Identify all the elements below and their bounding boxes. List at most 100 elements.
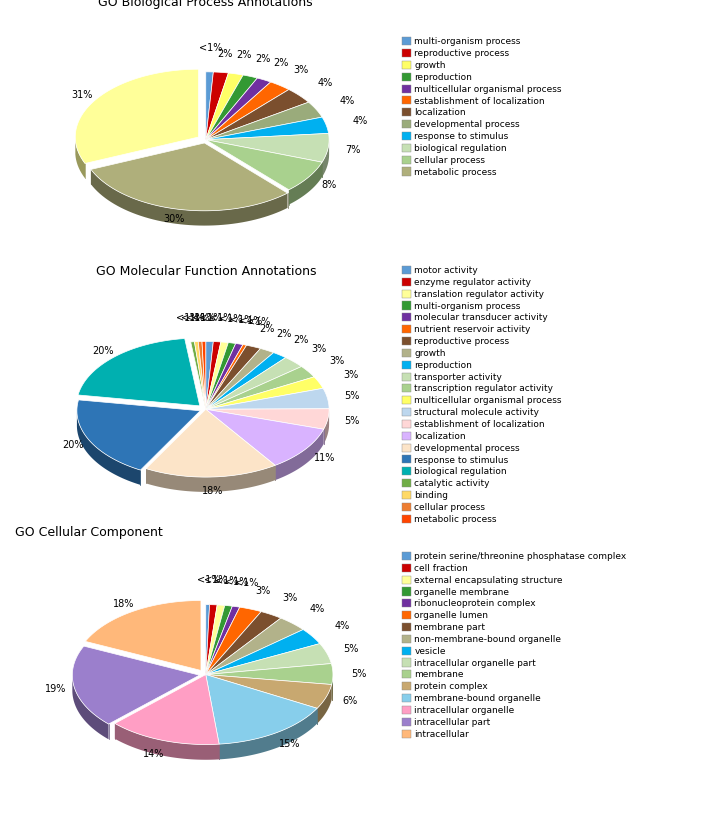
Title: GO Molecular Function Annotations: GO Molecular Function Annotations — [95, 266, 316, 278]
Text: 5%: 5% — [344, 391, 360, 401]
Text: <1%: <1% — [176, 313, 199, 324]
Polygon shape — [206, 345, 247, 409]
Text: 5%: 5% — [351, 669, 366, 679]
Polygon shape — [323, 409, 329, 444]
Text: <1%: <1% — [181, 313, 205, 323]
Polygon shape — [75, 140, 85, 178]
Text: 4%: 4% — [352, 116, 367, 126]
Polygon shape — [85, 600, 201, 671]
Text: <1%: <1% — [225, 577, 248, 587]
Polygon shape — [331, 675, 333, 700]
Polygon shape — [206, 342, 221, 409]
Text: 2%: 2% — [277, 329, 292, 339]
Polygon shape — [206, 607, 261, 675]
Polygon shape — [206, 663, 333, 685]
Text: <1%: <1% — [209, 313, 232, 323]
Polygon shape — [199, 342, 206, 409]
Text: <1%: <1% — [196, 575, 220, 585]
Text: 3%: 3% — [311, 344, 326, 354]
Polygon shape — [206, 102, 322, 140]
Polygon shape — [206, 630, 320, 675]
Polygon shape — [72, 646, 199, 724]
Text: 11%: 11% — [314, 453, 336, 462]
Polygon shape — [146, 466, 275, 492]
Text: 2%: 2% — [259, 324, 274, 334]
Text: <1%: <1% — [199, 43, 222, 53]
Text: 2%: 2% — [237, 51, 252, 60]
Polygon shape — [206, 605, 217, 675]
Text: 3%: 3% — [256, 586, 271, 596]
Text: GO Cellular Component: GO Cellular Component — [15, 526, 162, 539]
Polygon shape — [206, 78, 271, 140]
Polygon shape — [91, 143, 287, 211]
Text: <1%: <1% — [240, 316, 263, 326]
Polygon shape — [206, 367, 314, 409]
Text: 14%: 14% — [144, 748, 165, 758]
Title: GO Biological Process Annotations: GO Biological Process Annotations — [98, 0, 313, 8]
Polygon shape — [146, 409, 275, 477]
Polygon shape — [206, 342, 228, 409]
Polygon shape — [206, 388, 329, 409]
Polygon shape — [289, 163, 322, 204]
Text: 31%: 31% — [71, 90, 93, 100]
Polygon shape — [77, 400, 200, 470]
Text: 19%: 19% — [45, 684, 66, 694]
Polygon shape — [115, 675, 219, 744]
Text: 3%: 3% — [343, 370, 358, 380]
Text: 4%: 4% — [309, 604, 325, 614]
Polygon shape — [317, 685, 331, 724]
Polygon shape — [206, 675, 317, 744]
Text: 20%: 20% — [62, 440, 84, 450]
Polygon shape — [206, 73, 243, 140]
Text: <1%: <1% — [199, 313, 222, 323]
Polygon shape — [206, 90, 308, 140]
Polygon shape — [206, 353, 286, 409]
Text: 7%: 7% — [345, 145, 360, 154]
Polygon shape — [275, 429, 323, 480]
Text: 5%: 5% — [344, 644, 359, 654]
Polygon shape — [322, 140, 329, 177]
Polygon shape — [202, 342, 206, 409]
Text: <1%: <1% — [191, 313, 215, 323]
Polygon shape — [206, 644, 331, 675]
Text: 18%: 18% — [202, 485, 223, 496]
Text: 4%: 4% — [334, 621, 349, 631]
Text: <1%: <1% — [186, 313, 210, 323]
Polygon shape — [206, 82, 289, 140]
Polygon shape — [206, 72, 228, 140]
Polygon shape — [206, 612, 281, 675]
Polygon shape — [206, 408, 329, 429]
Text: <1%: <1% — [204, 575, 227, 585]
Polygon shape — [206, 342, 213, 409]
Legend: motor activity, enzyme regulator activity, translation regulator activity, multi: motor activity, enzyme regulator activit… — [401, 266, 562, 524]
Text: 3%: 3% — [282, 593, 297, 603]
Polygon shape — [206, 358, 302, 409]
Text: 2%: 2% — [255, 54, 271, 64]
Text: <1%: <1% — [247, 318, 270, 328]
Text: 5%: 5% — [344, 416, 360, 426]
Text: <1%: <1% — [214, 576, 238, 586]
Polygon shape — [206, 409, 323, 466]
Polygon shape — [206, 605, 225, 675]
Text: 20%: 20% — [92, 346, 114, 355]
Polygon shape — [91, 169, 287, 225]
Text: 15%: 15% — [279, 739, 301, 749]
Text: 2%: 2% — [293, 335, 308, 345]
Polygon shape — [206, 75, 257, 140]
Polygon shape — [206, 133, 329, 163]
Polygon shape — [206, 605, 209, 675]
Polygon shape — [194, 342, 206, 409]
Polygon shape — [206, 72, 214, 140]
Polygon shape — [206, 377, 323, 409]
Text: 2%: 2% — [217, 48, 233, 59]
Text: 8%: 8% — [321, 180, 336, 190]
Polygon shape — [206, 346, 261, 409]
Polygon shape — [75, 69, 199, 163]
Polygon shape — [206, 349, 274, 409]
Polygon shape — [219, 708, 317, 759]
Polygon shape — [206, 618, 303, 675]
Text: 4%: 4% — [339, 96, 355, 106]
Text: 6%: 6% — [343, 696, 358, 706]
Text: 30%: 30% — [163, 214, 185, 224]
Text: 18%: 18% — [113, 599, 134, 609]
